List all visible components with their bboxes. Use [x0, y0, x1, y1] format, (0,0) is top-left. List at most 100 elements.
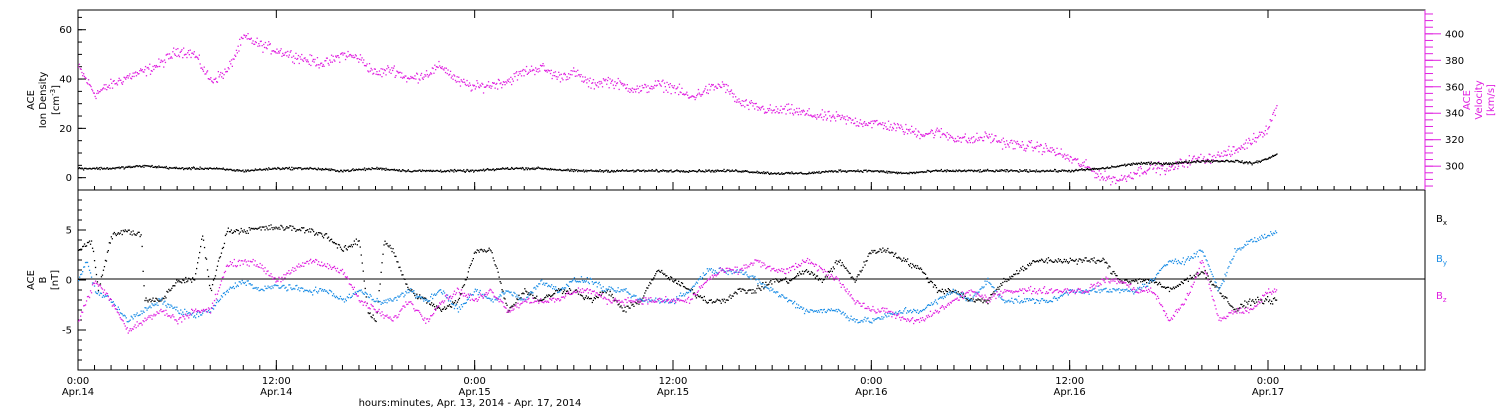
bx-point	[970, 298, 972, 300]
density-point	[901, 172, 903, 175]
by-point	[238, 281, 240, 283]
density-point	[633, 171, 635, 173]
bx-point	[811, 272, 814, 274]
bx-point	[373, 318, 375, 320]
density-point	[469, 169, 471, 171]
density-point	[1064, 170, 1066, 172]
velocity-point	[335, 55, 337, 57]
by-point	[344, 298, 347, 300]
bx-point	[370, 316, 372, 318]
by-point	[91, 282, 94, 284]
bx-point	[92, 250, 95, 253]
by-point	[121, 313, 123, 315]
velocity-point	[126, 75, 129, 77]
velocity-point	[697, 88, 700, 91]
density-point	[1220, 160, 1222, 162]
by-point	[506, 290, 508, 292]
by-point	[501, 291, 503, 293]
by-point	[78, 280, 80, 282]
velocity-point	[566, 76, 568, 78]
density-point	[180, 167, 182, 170]
velocity-point	[853, 122, 855, 125]
bx-point	[1219, 292, 1221, 294]
by-point	[323, 289, 326, 291]
density-point	[857, 169, 859, 171]
velocity-point	[1231, 153, 1233, 156]
density-point	[397, 170, 400, 172]
velocity-point	[216, 81, 219, 83]
bx-point	[526, 291, 528, 293]
by-point	[435, 294, 437, 296]
bx-point	[861, 269, 863, 271]
bx-point	[332, 242, 335, 244]
density-point	[390, 169, 392, 171]
density-point	[839, 169, 841, 172]
by-point	[246, 280, 248, 282]
density-point	[1258, 160, 1260, 162]
bx-point	[472, 258, 474, 260]
velocity-point	[721, 81, 724, 83]
density-point	[472, 169, 474, 171]
velocity-point	[945, 136, 947, 138]
velocity-point	[406, 77, 409, 79]
bx-point	[522, 292, 524, 294]
bx-point	[997, 286, 999, 288]
bx-point	[863, 261, 865, 263]
bx-point	[194, 279, 196, 281]
velocity-point	[724, 83, 726, 86]
bx-point	[276, 227, 278, 229]
density-point	[92, 167, 95, 169]
velocity-point	[1166, 168, 1168, 170]
bx-point	[1019, 270, 1021, 272]
bx-point	[788, 282, 790, 284]
density-point	[369, 168, 371, 171]
velocity-point	[248, 38, 250, 40]
bx-point	[381, 262, 383, 264]
density-point	[440, 169, 442, 171]
by-point	[221, 296, 224, 298]
velocity-point	[1128, 174, 1130, 176]
bx-point	[1006, 280, 1008, 283]
velocity-point	[849, 118, 852, 120]
by-point	[473, 291, 475, 293]
density-point	[658, 171, 660, 173]
bx-point	[937, 290, 940, 292]
density-point	[967, 170, 969, 172]
density-point	[1122, 164, 1124, 167]
density-point	[996, 169, 998, 171]
density-point	[1016, 170, 1019, 172]
bx-point	[484, 250, 486, 252]
density-point	[1034, 170, 1036, 172]
bx-point	[819, 278, 822, 281]
velocity-point	[350, 55, 352, 57]
density-point	[759, 172, 762, 174]
by-point	[160, 299, 162, 301]
bx-point	[880, 249, 882, 251]
velocity-point	[163, 59, 166, 61]
velocity-point	[754, 103, 757, 105]
date-tick-label: Apr.14	[260, 387, 292, 398]
density-point	[576, 169, 578, 171]
by-point	[240, 283, 242, 285]
velocity-point	[576, 75, 578, 77]
velocity-point	[430, 73, 433, 75]
by-point	[558, 291, 560, 293]
by-point	[413, 290, 415, 292]
by-point	[400, 293, 402, 296]
velocity-point	[489, 85, 491, 87]
density-point	[681, 170, 683, 172]
bx-point	[1000, 283, 1002, 285]
velocity-point	[1148, 168, 1150, 170]
density-point	[314, 167, 316, 169]
by-point	[530, 291, 532, 293]
by-point	[521, 298, 523, 300]
velocity-point	[111, 87, 114, 89]
bx-point	[392, 248, 394, 250]
density-point	[767, 171, 769, 173]
by-point	[369, 293, 371, 296]
bx-point	[1008, 279, 1010, 281]
density-point	[433, 170, 435, 172]
bx-point	[654, 275, 656, 277]
velocity-point	[546, 71, 548, 73]
velocity-point	[543, 65, 545, 67]
